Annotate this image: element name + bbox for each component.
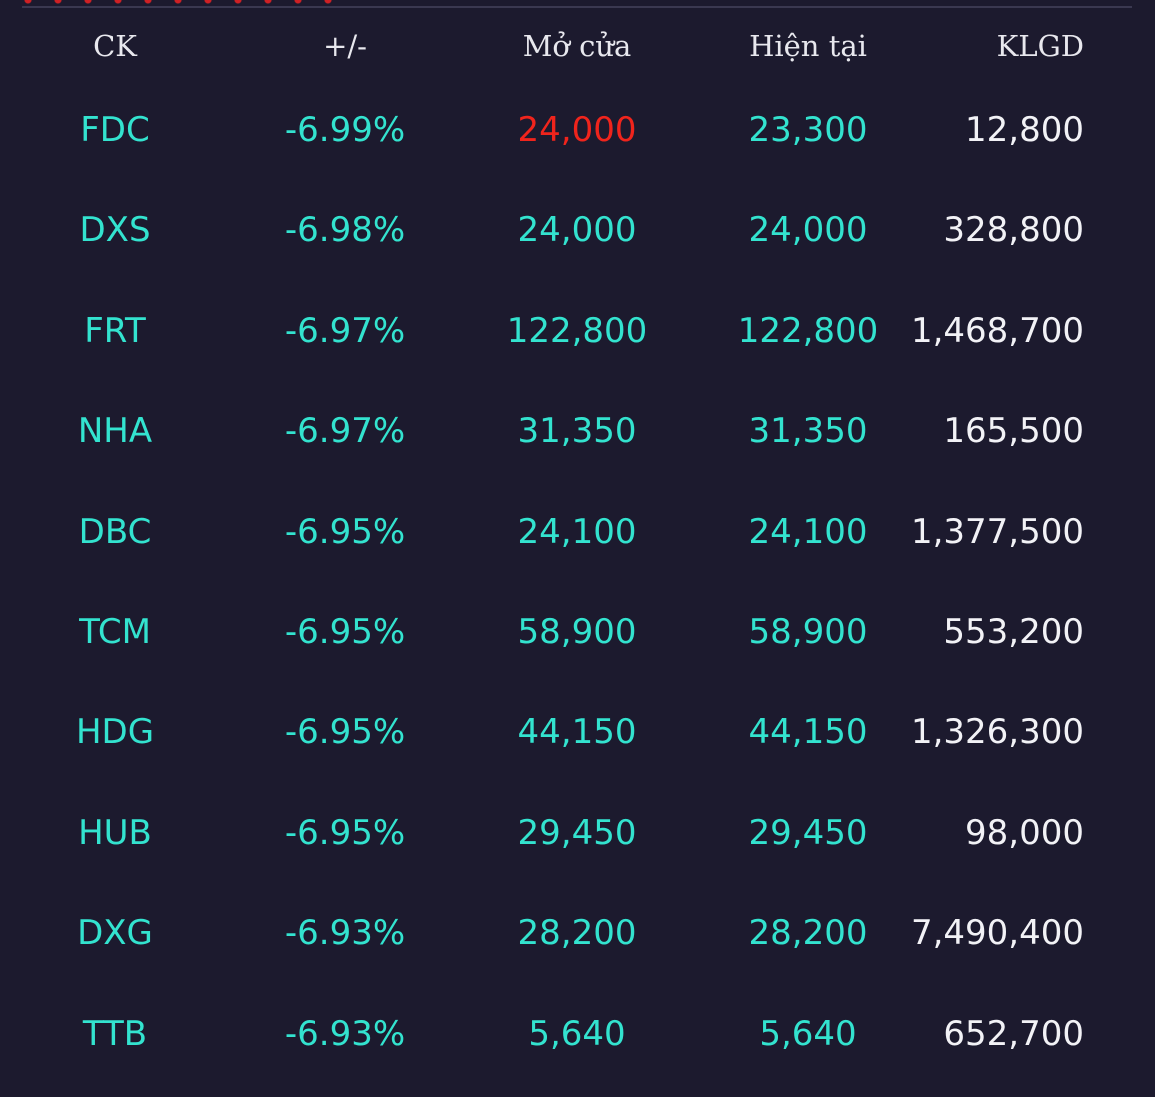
volume-cell: 165,500: [943, 411, 1084, 452]
open-price-cell: 58,900: [517, 611, 637, 652]
ticker-cell[interactable]: HDG: [75, 712, 155, 753]
table-row[interactable]: HUB -6.95% 29,450 29,450 98,000: [0, 783, 1155, 883]
cropped-title-strip: [0, 0, 1155, 6]
table-row[interactable]: DXS -6.98% 24,000 24,000 328,800: [0, 180, 1155, 280]
open-price-cell: 5,640: [528, 1013, 626, 1054]
current-price-cell: 24,100: [748, 511, 868, 552]
table-row[interactable]: DBC -6.95% 24,100 24,100 1,377,500: [0, 482, 1155, 582]
change-cell: -6.98%: [284, 210, 406, 251]
current-price-cell: 44,150: [748, 712, 868, 753]
change-cell: -6.93%: [284, 1013, 406, 1054]
change-cell: -6.95%: [284, 611, 406, 652]
open-price-cell: 28,200: [517, 913, 637, 954]
ticker-cell[interactable]: NHA: [77, 411, 153, 452]
volume-cell: 1,377,500: [910, 511, 1084, 552]
current-price-cell: 29,450: [748, 812, 868, 853]
table-row[interactable]: HDG -6.95% 44,150 44,150 1,326,300: [0, 682, 1155, 782]
column-header-volume[interactable]: KLGD: [996, 29, 1084, 63]
ticker-cell[interactable]: TTB: [82, 1013, 148, 1054]
ticker-cell[interactable]: HUB: [78, 812, 152, 853]
volume-cell: 553,200: [943, 611, 1084, 652]
current-price-cell: 122,800: [737, 310, 879, 351]
table-row[interactable]: FDC -6.99% 24,000 23,300 12,800: [0, 80, 1155, 180]
open-price-cell: 24,000: [517, 110, 637, 150]
table-header: CK +/- Mở cửa Hiện tại KLGD: [0, 20, 1155, 72]
header-divider: [22, 6, 1132, 8]
ticker-cell[interactable]: DXS: [79, 210, 151, 251]
current-price-cell: 5,640: [759, 1013, 857, 1054]
open-price-cell: 31,350: [517, 411, 637, 452]
volume-cell: 7,490,400: [910, 913, 1084, 954]
ticker-cell[interactable]: FDC: [80, 110, 150, 150]
open-price-cell: 24,100: [517, 511, 637, 552]
open-price-cell: 44,150: [517, 712, 637, 753]
current-price-cell: 23,300: [748, 110, 868, 150]
open-price-cell: 29,450: [517, 812, 637, 853]
current-price-cell: 31,350: [748, 411, 868, 452]
change-cell: -6.95%: [284, 812, 406, 853]
volume-cell: 12,800: [965, 110, 1084, 150]
ticker-cell[interactable]: DXG: [77, 913, 153, 954]
column-header-ck[interactable]: CK: [93, 29, 137, 63]
column-header-change[interactable]: +/-: [323, 29, 367, 63]
stock-table: FDC -6.99% 24,000 23,300 12,800 DXS -6.9…: [0, 80, 1155, 1084]
current-price-cell: 58,900: [748, 611, 868, 652]
column-header-open[interactable]: Mở cửa: [522, 29, 632, 63]
table-row[interactable]: TCM -6.95% 58,900 58,900 553,200: [0, 582, 1155, 682]
ticker-cell[interactable]: FRT: [84, 310, 146, 351]
volume-cell: 328,800: [943, 210, 1084, 251]
change-cell: -6.99%: [284, 110, 406, 150]
volume-cell: 652,700: [943, 1013, 1084, 1054]
volume-cell: 1,326,300: [910, 712, 1084, 753]
volume-cell: 1,468,700: [910, 310, 1084, 351]
current-price-cell: 28,200: [748, 913, 868, 954]
volume-cell: 98,000: [965, 812, 1084, 853]
column-header-current[interactable]: Hiện tại: [749, 29, 867, 63]
table-row[interactable]: DXG -6.93% 28,200 28,200 7,490,400: [0, 883, 1155, 983]
table-row[interactable]: FRT -6.97% 122,800 122,800 1,468,700: [0, 281, 1155, 381]
ticker-cell[interactable]: TCM: [79, 611, 151, 652]
change-cell: -6.97%: [284, 310, 406, 351]
ticker-cell[interactable]: DBC: [78, 511, 152, 552]
change-cell: -6.97%: [284, 411, 406, 452]
open-price-cell: 24,000: [517, 210, 637, 251]
cropped-title-fragment: [22, 0, 342, 4]
table-row[interactable]: TTB -6.93% 5,640 5,640 652,700: [0, 984, 1155, 1084]
table-row[interactable]: NHA -6.97% 31,350 31,350 165,500: [0, 381, 1155, 481]
change-cell: -6.93%: [284, 913, 406, 954]
current-price-cell: 24,000: [748, 210, 868, 251]
change-cell: -6.95%: [284, 712, 406, 753]
change-cell: -6.95%: [284, 511, 406, 552]
open-price-cell: 122,800: [506, 310, 648, 351]
